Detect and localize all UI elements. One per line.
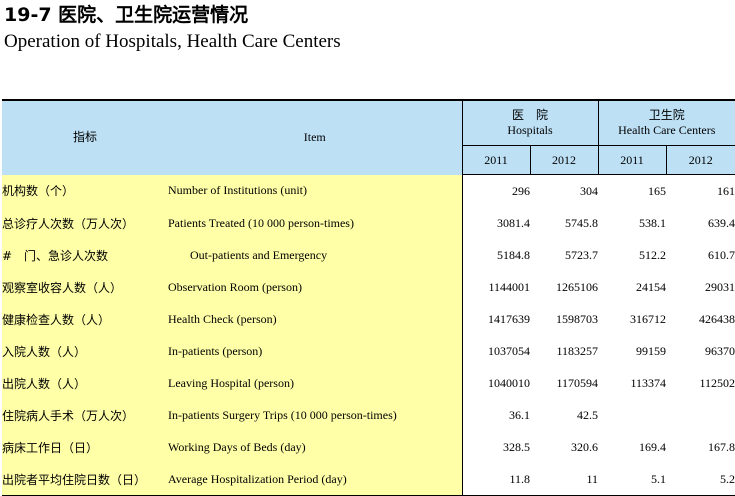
year-hcc-2012: 2012 bbox=[666, 146, 735, 175]
header-hcc-cn: 卫生院 bbox=[599, 108, 735, 123]
cell-hcc-2011 bbox=[598, 399, 666, 431]
table-row: 出院者平均住院日数（日） Average Hospitalization Per… bbox=[2, 463, 735, 496]
header-hospitals-en: Hospitals bbox=[463, 123, 598, 138]
cell-hcc-2012 bbox=[666, 399, 735, 431]
cell-hcc-2011: 165 bbox=[598, 175, 666, 208]
row-indicator-cn: 住院病人手术（万人次） bbox=[2, 399, 168, 431]
cell-hospitals-2011: 11.8 bbox=[462, 463, 530, 496]
cell-hospitals-2012: 5723.7 bbox=[530, 239, 598, 271]
cell-hospitals-2012: 42.5 bbox=[530, 399, 598, 431]
cell-hospitals-2011: 1417639 bbox=[462, 303, 530, 335]
row-indicator-cn: 健康检查人数（人） bbox=[2, 303, 168, 335]
cell-hospitals-2012: 320.6 bbox=[530, 431, 598, 463]
cell-hcc-2011: 538.1 bbox=[598, 207, 666, 239]
cell-hospitals-2012: 1170594 bbox=[530, 367, 598, 399]
row-indicator-cn: 观察室收容人数（人） bbox=[2, 271, 168, 303]
table-row: 入院人数（人） In-patients (person) 1037054 118… bbox=[2, 335, 735, 367]
row-item-en: Health Check (person) bbox=[168, 303, 462, 335]
row-item-en: In-patients Surgery Trips (10 000 person… bbox=[168, 399, 462, 431]
table-row: 病床工作日（日） Working Days of Beds (day) 328.… bbox=[2, 431, 735, 463]
row-item-en: Leaving Hospital (person) bbox=[168, 367, 462, 399]
row-indicator-cn: 出院人数（人） bbox=[2, 367, 168, 399]
cell-hospitals-2011: 3081.4 bbox=[462, 207, 530, 239]
row-indicator-cn: 病床工作日（日） bbox=[2, 431, 168, 463]
cell-hcc-2012: 161 bbox=[666, 175, 735, 208]
row-item-en: Observation Room (person) bbox=[168, 271, 462, 303]
cell-hcc-2011: 512.2 bbox=[598, 239, 666, 271]
row-item-en: In-patients (person) bbox=[168, 335, 462, 367]
cell-hospitals-2012: 304 bbox=[530, 175, 598, 208]
cell-hospitals-2012: 1183257 bbox=[530, 335, 598, 367]
cell-hospitals-2012: 1265106 bbox=[530, 271, 598, 303]
cell-hcc-2011: 99159 bbox=[598, 335, 666, 367]
row-item-en: Average Hospitalization Period (day) bbox=[168, 463, 462, 496]
operations-table: 指标 Item 医 院 Hospitals 卫生院 Health Care Ce… bbox=[2, 99, 735, 496]
cell-hcc-2012: 167.8 bbox=[666, 431, 735, 463]
page-title-cn: 19-7 医院、卫生院运营情况 bbox=[4, 4, 248, 26]
row-item-en: Patients Treated (10 000 person-times) bbox=[168, 207, 462, 239]
cell-hcc-2012: 426438 bbox=[666, 303, 735, 335]
table-row: 机构数（个） Number of Institutions (unit) 296… bbox=[2, 175, 735, 208]
row-item-en: Number of Institutions (unit) bbox=[168, 175, 462, 208]
table-row: 出院人数（人） Leaving Hospital (person) 104001… bbox=[2, 367, 735, 399]
row-item-en: Out-patients and Emergency bbox=[168, 239, 462, 271]
cell-hcc-2012: 5.2 bbox=[666, 463, 735, 496]
page-title-en: Operation of Hospitals, Health Care Cent… bbox=[4, 31, 341, 53]
cell-hospitals-2012: 1598703 bbox=[530, 303, 598, 335]
table-row: 住院病人手术（万人次） In-patients Surgery Trips (1… bbox=[2, 399, 735, 431]
cell-hcc-2011: 113374 bbox=[598, 367, 666, 399]
header-indicator: 指标 bbox=[2, 100, 168, 175]
header-hospitals: 医 院 Hospitals bbox=[462, 100, 598, 146]
row-indicator-cn: 入院人数（人） bbox=[2, 335, 168, 367]
cell-hcc-2012: 639.4 bbox=[666, 207, 735, 239]
table-body: 机构数（个） Number of Institutions (unit) 296… bbox=[2, 175, 735, 496]
cell-hospitals-2012: 11 bbox=[530, 463, 598, 496]
cell-hcc-2012: 610.7 bbox=[666, 239, 735, 271]
cell-hospitals-2011: 5184.8 bbox=[462, 239, 530, 271]
cell-hcc-2012: 112502 bbox=[666, 367, 735, 399]
table-row: # 门、急诊人次数 Out-patients and Emergency 518… bbox=[2, 239, 735, 271]
header-item: Item bbox=[168, 100, 462, 175]
cell-hcc-2012: 29031 bbox=[666, 271, 735, 303]
row-indicator-cn: 总诊疗人次数（万人次） bbox=[2, 207, 168, 239]
table-row: 观察室收容人数（人） Observation Room (person) 114… bbox=[2, 271, 735, 303]
cell-hospitals-2011: 328.5 bbox=[462, 431, 530, 463]
cell-hospitals-2011: 296 bbox=[462, 175, 530, 208]
header-hcc-en: Health Care Centers bbox=[599, 123, 735, 138]
row-indicator-cn: # 门、急诊人次数 bbox=[2, 239, 168, 271]
cell-hospitals-2011: 1037054 bbox=[462, 335, 530, 367]
year-hospitals-2012: 2012 bbox=[530, 146, 598, 175]
cell-hcc-2011: 5.1 bbox=[598, 463, 666, 496]
cell-hospitals-2011: 1040010 bbox=[462, 367, 530, 399]
table-row: 健康检查人数（人） Health Check (person) 1417639 … bbox=[2, 303, 735, 335]
row-indicator-cn: 出院者平均住院日数（日） bbox=[2, 463, 168, 496]
header-row: 指标 Item 医 院 Hospitals 卫生院 Health Care Ce… bbox=[2, 100, 735, 146]
row-indicator-cn: 机构数（个） bbox=[2, 175, 168, 208]
header-health-care-centers: 卫生院 Health Care Centers bbox=[598, 100, 735, 146]
cell-hospitals-2012: 5745.8 bbox=[530, 207, 598, 239]
cell-hcc-2011: 24154 bbox=[598, 271, 666, 303]
cell-hcc-2011: 169.4 bbox=[598, 431, 666, 463]
year-hcc-2011: 2011 bbox=[598, 146, 666, 175]
row-item-en: Working Days of Beds (day) bbox=[168, 431, 462, 463]
header-hospitals-cn: 医 院 bbox=[463, 108, 598, 123]
cell-hcc-2011: 316712 bbox=[598, 303, 666, 335]
cell-hcc-2012: 96370 bbox=[666, 335, 735, 367]
cell-hospitals-2011: 36.1 bbox=[462, 399, 530, 431]
cell-hospitals-2011: 1144001 bbox=[462, 271, 530, 303]
year-hospitals-2011: 2011 bbox=[462, 146, 530, 175]
table-row: 总诊疗人次数（万人次） Patients Treated (10 000 per… bbox=[2, 207, 735, 239]
